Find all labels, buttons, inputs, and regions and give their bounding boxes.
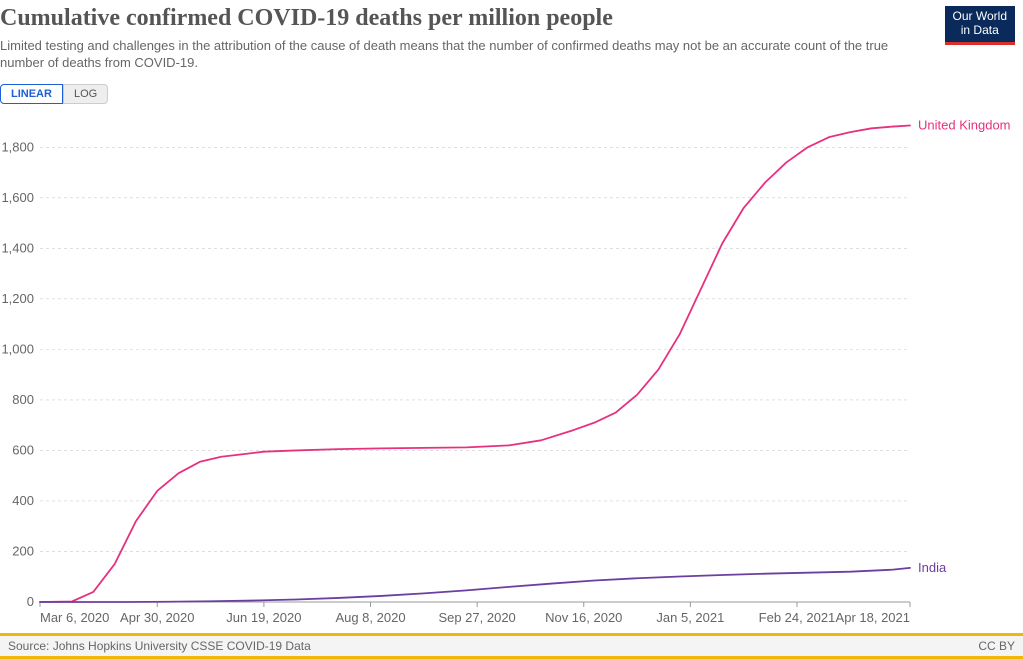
x-tick-label: Apr 30, 2020 (120, 610, 194, 625)
x-tick-label: Jan 5, 2021 (656, 610, 724, 625)
logo-line2: in Data (953, 24, 1007, 38)
y-tick-label: 1,000 (1, 341, 34, 356)
x-tick-label: Mar 6, 2020 (40, 610, 109, 625)
y-tick-label: 1,600 (1, 190, 34, 205)
series-label-united-kingdom[interactable]: United Kingdom (918, 117, 1011, 132)
y-tick-label: 200 (12, 543, 34, 558)
x-tick-label: Sep 27, 2020 (438, 610, 515, 625)
series-line-united-kingdom (40, 125, 910, 601)
x-tick-label: Nov 16, 2020 (545, 610, 622, 625)
x-tick-label: Apr 18, 2021 (836, 610, 910, 625)
owid-logo[interactable]: Our World in Data (945, 6, 1015, 45)
y-tick-label: 1,800 (1, 139, 34, 154)
log-button[interactable]: LOG (63, 84, 108, 104)
y-tick-label: 400 (12, 493, 34, 508)
y-tick-label: 1,400 (1, 240, 34, 255)
footer: Source: Johns Hopkins University CSSE CO… (0, 633, 1023, 659)
chart-title: Cumulative confirmed COVID-19 deaths per… (0, 4, 1023, 33)
source-text: Source: Johns Hopkins University CSSE CO… (8, 639, 311, 653)
x-tick-label: Jun 19, 2020 (226, 610, 301, 625)
y-tick-label: 800 (12, 392, 34, 407)
x-tick-label: Feb 24, 2021 (759, 610, 836, 625)
chart-subtitle: Limited testing and challenges in the at… (0, 37, 900, 72)
chart-svg: 0 200 400 600 800 1,000 1,200 1,400 1,600 1,800 Ma… (0, 112, 1020, 632)
series-line-india (40, 568, 910, 602)
license-link[interactable]: CC BY (978, 639, 1015, 653)
linear-button[interactable]: LINEAR (0, 84, 63, 104)
chart-area: 0 200 400 600 800 1,000 1,200 1,400 1,600 1,800 Ma… (0, 112, 1020, 632)
y-tick-label: 1,200 (1, 291, 34, 306)
x-tick-label: Aug 8, 2020 (335, 610, 405, 625)
scale-toggle: LINEARLOG (0, 84, 1023, 104)
logo-line1: Our World (953, 10, 1007, 24)
series-label-india[interactable]: India (918, 560, 947, 575)
y-tick-label: 0 (27, 594, 34, 609)
y-tick-label: 600 (12, 442, 34, 457)
